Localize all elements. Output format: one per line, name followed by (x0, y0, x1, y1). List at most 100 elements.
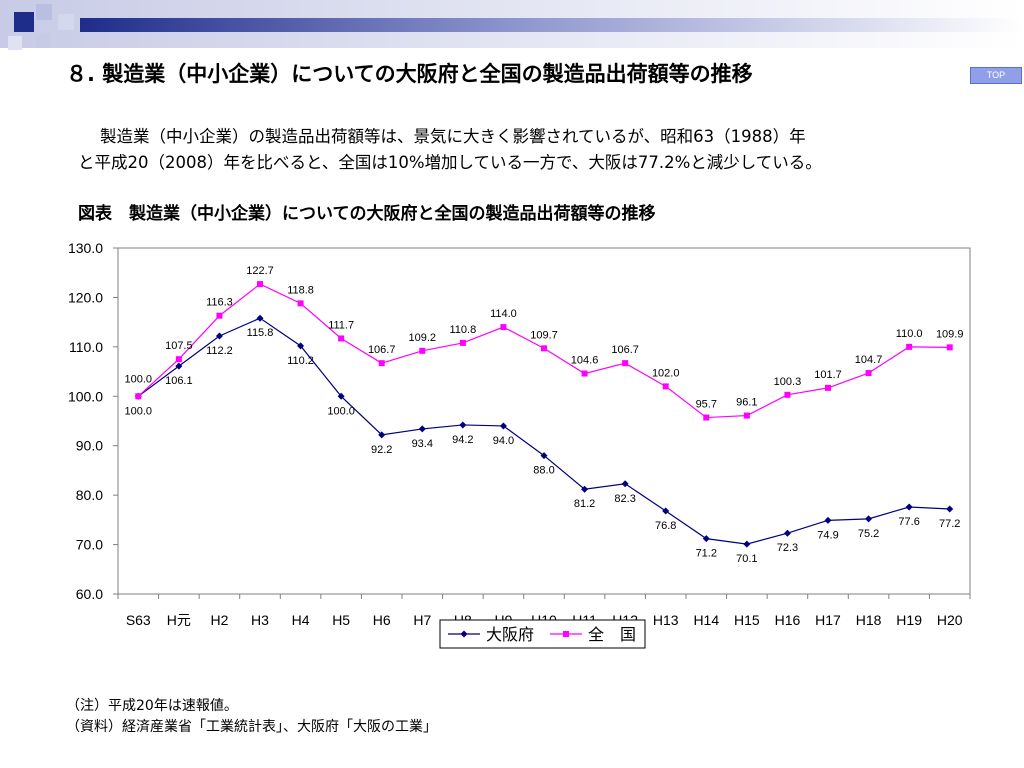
plot-area (117, 247, 971, 595)
x-tick-label: H13 (653, 612, 679, 628)
data-label-national: 95.7 (696, 399, 717, 411)
deco-square-light (8, 36, 22, 50)
data-label-osaka: 88.0 (533, 465, 554, 477)
data-point-osaka (337, 392, 345, 400)
footnotes: （注）平成20年は速報値。 （資料）経済産業省「工業統計表」、大阪府「大阪の工業… (66, 696, 437, 738)
data-point-osaka (905, 503, 913, 511)
data-point-osaka (865, 515, 873, 523)
data-label-national: 96.1 (736, 397, 757, 409)
y-tick-label: 110.0 (69, 339, 103, 355)
data-label-national: 114.0 (490, 308, 517, 320)
x-tick-label: S63 (126, 612, 151, 628)
y-tick-label: 120.0 (68, 289, 103, 305)
data-label-national: 109.7 (530, 329, 558, 341)
data-label-osaka: 77.6 (898, 516, 919, 528)
data-point-national (459, 339, 466, 346)
data-point-osaka (702, 535, 710, 543)
data-label-national: 110.0 (896, 328, 923, 340)
data-point-osaka (256, 314, 264, 322)
data-label-national: 110.8 (449, 324, 476, 336)
data-point-osaka (215, 332, 223, 340)
data-label-national: 102.0 (652, 367, 680, 379)
data-label-national: 109.2 (409, 332, 437, 344)
data-point-osaka (297, 342, 305, 350)
x-tick-label: H20 (937, 612, 963, 628)
data-point-national (906, 343, 913, 350)
data-point-osaka (459, 421, 467, 429)
data-label-national: 100.0 (125, 373, 153, 385)
data-point-national (703, 414, 710, 421)
chart-caption: 図表 製造業（中小企業）についての大阪府と全国の製造品出荷額等の推移 (78, 204, 656, 224)
data-point-osaka (378, 431, 386, 439)
deco-gradient-bar (80, 18, 1024, 32)
data-point-osaka (783, 529, 791, 537)
data-point-national (622, 360, 629, 367)
data-label-osaka: 100.0 (327, 405, 355, 417)
data-label-osaka: 71.2 (696, 548, 717, 560)
data-point-national (946, 344, 953, 351)
deco-square-dark (14, 12, 34, 32)
data-label-osaka: 81.2 (574, 498, 595, 510)
description-line: と平成20（2008）年を比べると、全国は10%増加している一方で、大阪は77.… (78, 153, 822, 172)
data-label-national: 122.7 (246, 265, 274, 277)
deco-square-light (58, 14, 74, 30)
data-label-osaka: 74.9 (817, 529, 838, 541)
footnote-note: （注）平成20年は速報値。 (66, 698, 238, 714)
data-point-osaka (662, 507, 670, 515)
data-label-national: 104.7 (855, 354, 883, 366)
data-point-osaka (540, 452, 548, 460)
data-label-osaka: 77.2 (939, 518, 960, 530)
data-label-osaka: 92.2 (371, 444, 392, 456)
x-tick-label: H15 (734, 612, 760, 628)
legend-marker-osaka (460, 630, 468, 638)
data-label-national: 106.7 (368, 344, 396, 356)
data-label-national: 104.6 (571, 355, 599, 367)
description-line: 製造業（中小企業）の製造品出荷額等は、景気に大きく影響されているが、昭和63（1… (100, 127, 806, 146)
data-label-national: 101.7 (814, 369, 842, 381)
y-tick-label: 130.0 (68, 240, 103, 256)
data-point-national (135, 393, 142, 400)
data-label-osaka: 106.1 (165, 375, 193, 387)
data-point-national (419, 347, 426, 354)
top-link-button[interactable]: TOP (970, 67, 1022, 84)
x-tick-label: H3 (251, 612, 269, 628)
deco-square-light (36, 4, 52, 20)
data-label-osaka: 93.4 (412, 438, 433, 450)
data-label-osaka: 110.2 (287, 355, 314, 367)
line-chart: 60.0 70.0 80.0 90.0 100.0 110.0 120.0 130.0 S63 H… (68, 240, 971, 649)
y-tick-label: 100.0 (68, 388, 103, 404)
slide-title: ８. 製造業（中小企業）についての大阪府と全国の製造品出荷額等の推移 (66, 62, 753, 86)
data-point-osaka (581, 485, 589, 493)
data-label-osaka: 82.3 (614, 493, 635, 505)
x-tick-label: H7 (413, 612, 431, 628)
data-label-national: 100.3 (774, 376, 802, 388)
data-label-osaka: 76.8 (655, 520, 676, 532)
data-label-national: 106.7 (611, 344, 639, 356)
deco-square-light (36, 34, 50, 48)
data-label-national: 118.8 (287, 284, 314, 296)
data-point-national (784, 391, 791, 398)
x-tick-label: H19 (896, 612, 922, 628)
data-label-osaka: 100.0 (125, 405, 153, 417)
x-tick-label: H2 (210, 612, 228, 628)
data-label-osaka: 72.3 (777, 542, 798, 554)
data-point-national (662, 383, 669, 390)
y-tick-label: 70.0 (76, 537, 103, 553)
data-label-national: 116.3 (206, 297, 233, 309)
data-label-national: 107.5 (165, 340, 193, 352)
data-label-osaka: 75.2 (858, 528, 879, 540)
x-tick-label: H元 (167, 612, 191, 628)
data-point-national (581, 370, 588, 377)
description: 製造業（中小企業）の製造品出荷額等は、景気に大きく影響されているが、昭和63（1… (78, 124, 978, 176)
data-point-national (865, 370, 872, 377)
data-point-national (216, 312, 223, 319)
x-tick-label: H18 (856, 612, 882, 628)
data-point-osaka (946, 505, 954, 513)
data-label-national: 109.9 (936, 328, 964, 340)
data-point-national (175, 356, 182, 363)
data-label-osaka: 115.8 (247, 327, 274, 339)
x-tick-label: H14 (693, 612, 719, 628)
data-point-national (338, 335, 345, 342)
y-tick-label: 90.0 (76, 438, 103, 454)
data-point-national (297, 300, 304, 307)
